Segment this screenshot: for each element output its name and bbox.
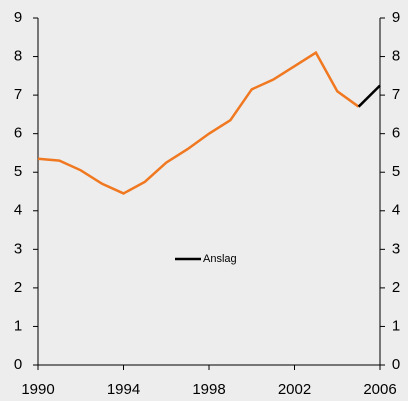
x-tick-label: 2002: [278, 381, 311, 398]
x-tick-label: 2006: [363, 381, 396, 398]
y-tick-label: 3: [14, 240, 22, 257]
y2-tick-label: 4: [392, 202, 400, 219]
y-tick-label: 1: [14, 317, 22, 334]
y2-tick-label: 6: [392, 125, 400, 142]
y2-tick-label: 8: [392, 48, 400, 65]
y2-tick-label: 5: [392, 163, 400, 180]
y-tick-label: 7: [14, 86, 22, 103]
y-tick-label: 8: [14, 48, 22, 65]
y2-tick-label: 1: [392, 317, 400, 334]
series-line: [37, 50, 360, 195]
x-tick-label: 1998: [192, 381, 225, 398]
y-tick-label: 4: [14, 202, 22, 219]
series-line: [357, 84, 381, 108]
y2-tick-label: 3: [392, 240, 400, 257]
x-tick-label: 1994: [107, 381, 140, 398]
y2-tick-label: 2: [392, 279, 400, 296]
y-tick-label: 6: [14, 125, 22, 142]
x-tick-label: 1990: [21, 381, 54, 398]
y-tick-label: 9: [14, 9, 22, 26]
legend-label: Anslag: [203, 253, 237, 265]
y-tick-label: 5: [14, 163, 22, 180]
y2-tick-label: 0: [392, 356, 400, 373]
y-tick-label: 2: [14, 279, 22, 296]
y2-tick-label: 9: [392, 9, 400, 26]
y2-tick-label: 7: [392, 86, 400, 103]
y-tick-label: 0: [14, 356, 22, 373]
